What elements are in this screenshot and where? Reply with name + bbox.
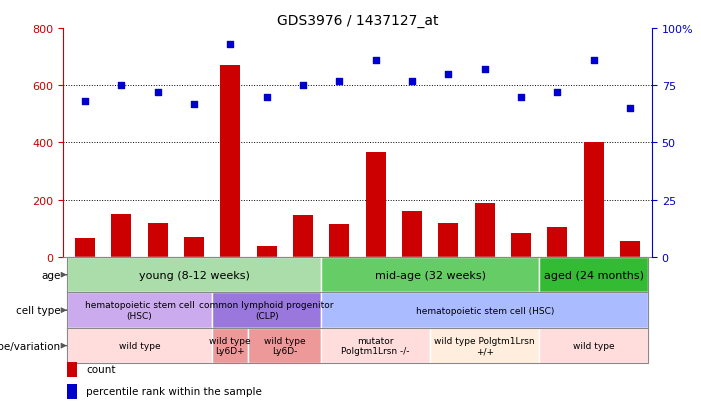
Point	[552, 90, 563, 96]
Point	[334, 78, 345, 85]
Text: wild type: wild type	[118, 341, 161, 350]
Text: mutator
Polgtm1Lrsn -/-: mutator Polgtm1Lrsn -/-	[341, 336, 410, 356]
Point	[588, 57, 599, 64]
Text: wild type: wild type	[573, 341, 615, 350]
Bar	[475, 203, 495, 257]
Point	[261, 94, 272, 101]
Text: mid-age (32 weeks): mid-age (32 weeks)	[375, 270, 486, 280]
Bar	[402, 212, 422, 257]
Bar	[438, 223, 458, 257]
Text: wild type Polgtm1Lrsn
+/+: wild type Polgtm1Lrsn +/+	[435, 336, 535, 356]
Text: aged (24 months): aged (24 months)	[544, 270, 644, 280]
Bar	[248, 328, 321, 363]
Text: wild type
Ly6D-: wild type Ly6D-	[264, 336, 306, 356]
Point	[625, 106, 636, 112]
Point	[116, 83, 127, 89]
Point	[297, 83, 308, 89]
Text: age: age	[41, 270, 61, 280]
Bar	[329, 225, 349, 257]
Bar	[539, 328, 648, 363]
Bar	[220, 66, 240, 257]
Point	[225, 42, 236, 48]
Text: hematopoietic stem cell (HSC): hematopoietic stem cell (HSC)	[416, 306, 554, 315]
Text: genotype/variation: genotype/variation	[0, 341, 61, 351]
Bar	[67, 293, 212, 328]
Text: common lymphoid progenitor
(CLP): common lymphoid progenitor (CLP)	[199, 301, 334, 320]
Text: wild type
Ly6D+: wild type Ly6D+	[210, 336, 251, 356]
Bar	[67, 257, 648, 363]
Text: count: count	[86, 364, 116, 374]
Bar	[184, 237, 204, 257]
Bar	[321, 257, 539, 293]
Bar	[321, 293, 648, 328]
Bar	[212, 328, 248, 363]
Point	[443, 71, 454, 78]
Bar	[148, 223, 168, 257]
Bar	[321, 328, 430, 363]
Point	[479, 67, 490, 74]
Point	[79, 99, 90, 105]
Point	[189, 101, 200, 108]
Bar	[257, 246, 277, 257]
Text: hematopoietic stem cell
(HSC): hematopoietic stem cell (HSC)	[85, 301, 194, 320]
Bar	[67, 384, 77, 399]
Bar	[67, 362, 77, 377]
Point	[152, 90, 163, 96]
Text: young (8-12 weeks): young (8-12 weeks)	[139, 270, 250, 280]
Bar	[539, 257, 648, 293]
Bar	[75, 239, 95, 257]
Bar	[511, 233, 531, 257]
Bar	[293, 216, 313, 257]
Bar	[111, 214, 131, 257]
Text: cell type: cell type	[16, 306, 61, 316]
Bar	[584, 143, 604, 257]
Point	[407, 78, 418, 85]
Title: GDS3976 / 1437127_at: GDS3976 / 1437127_at	[277, 14, 438, 28]
Bar	[547, 228, 567, 257]
Text: percentile rank within the sample: percentile rank within the sample	[86, 387, 262, 396]
Point	[515, 94, 526, 101]
Bar	[67, 257, 321, 293]
Bar	[366, 153, 386, 257]
Bar	[67, 328, 212, 363]
Bar	[620, 242, 640, 257]
Bar	[430, 328, 539, 363]
Bar	[212, 293, 321, 328]
Point	[370, 57, 381, 64]
